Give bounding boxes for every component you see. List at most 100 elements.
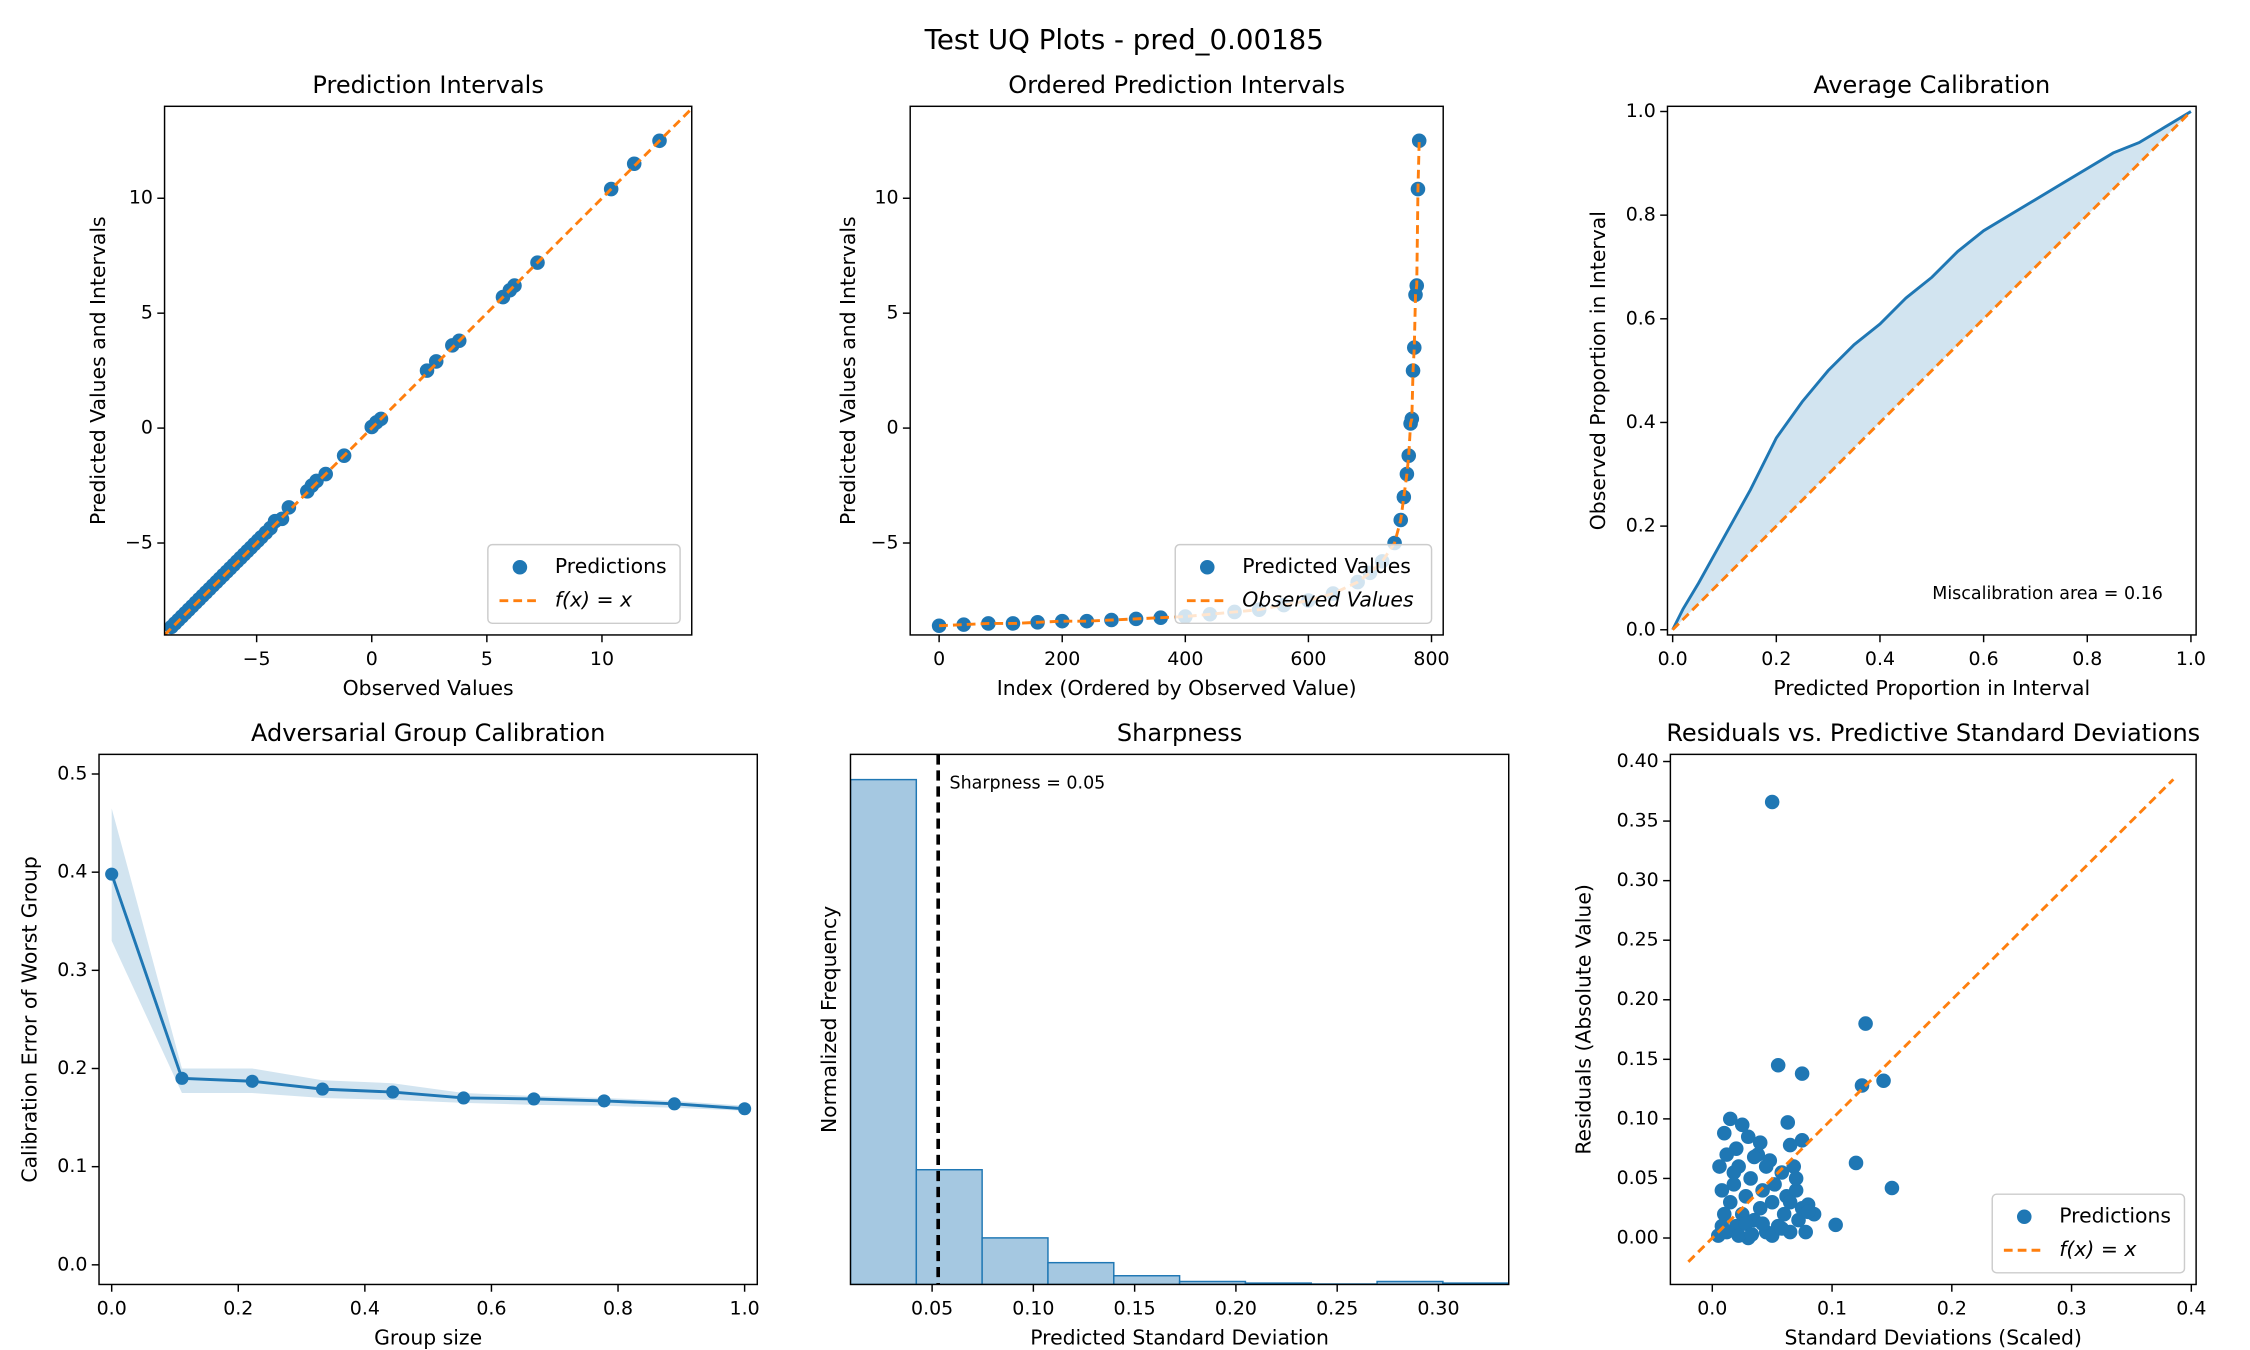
- x-tick-label: 0.6: [1969, 648, 1999, 670]
- legend-box: [487, 543, 681, 625]
- x-tick-label: 10: [590, 648, 614, 670]
- histogram-bar: [915, 1168, 983, 1285]
- y-axis-label: Normalized Frequency: [817, 906, 841, 1133]
- legend-box: [1174, 543, 1433, 625]
- scatter-point: [1791, 1212, 1806, 1228]
- axes-frame: [163, 105, 693, 636]
- legend: Predicted Values Observed Values: [1174, 543, 1433, 625]
- x-tick-label: 0.6: [476, 1298, 506, 1320]
- axes-frame: [909, 105, 1444, 636]
- legend: Predictions f(x) = x: [487, 543, 681, 625]
- x-tick-label: 0: [933, 648, 945, 670]
- scatter-point: [1800, 1204, 1816, 1220]
- x-tick-label: 0.3: [2057, 1298, 2087, 1320]
- axes-frame: [849, 753, 1510, 1286]
- scatter-point: [1788, 1183, 1804, 1198]
- series-marker: [457, 1091, 471, 1105]
- series-marker: [667, 1097, 681, 1111]
- scatter-point: [1740, 1129, 1756, 1145]
- series-marker: [315, 1082, 330, 1096]
- scatter-point: [419, 363, 435, 378]
- x-tick-label: 0.2: [1937, 1298, 1967, 1320]
- scatter-point: [1719, 1147, 1734, 1162]
- scatter-point: [1828, 1217, 1843, 1233]
- histogram-bar: [850, 778, 918, 1285]
- x-tick-label: 1.0: [730, 1298, 760, 1320]
- x-tick-label: 200: [1044, 648, 1080, 670]
- legend-marker: [1200, 559, 1215, 575]
- scatter-point: [956, 617, 972, 632]
- scatter-point: [1752, 1200, 1768, 1216]
- scatter-point: [1854, 1078, 1870, 1093]
- annotation: Miscalibration area = 0.16: [1932, 584, 2163, 604]
- panel: −5 0 5 10 −5 0 5 10 Prediction Intervals Observed…: [86, 71, 693, 700]
- y-tick-label: 0.5: [57, 763, 87, 785]
- histogram-bar: [1047, 1261, 1115, 1285]
- y-tick-label: 10: [874, 187, 898, 209]
- x-tick-label: 0.8: [2072, 648, 2102, 670]
- scatter-point: [1774, 1221, 1790, 1236]
- x-tick-label: 0.0: [1658, 648, 1688, 670]
- scatter-point: [1884, 1180, 1900, 1196]
- y-tick-label: 0.15: [1617, 1048, 1659, 1070]
- y-tick-label: 0: [886, 417, 898, 439]
- scatter-point: [1406, 340, 1422, 355]
- scatter-point: [1396, 489, 1412, 505]
- y-tick-label: 0.20: [1617, 988, 1659, 1010]
- y-tick-label: 0.2: [1626, 515, 1656, 537]
- series-line: [1687, 778, 2175, 1263]
- x-tick-label: 0.4: [350, 1298, 380, 1320]
- scatter-point: [1746, 1149, 1762, 1165]
- y-tick-label: 0.2: [57, 1057, 87, 1079]
- x-tick-label: 5: [481, 648, 493, 670]
- x-tick-label: 0.8: [603, 1298, 633, 1320]
- y-tick-label: 0.25: [1617, 929, 1659, 951]
- x-tick-label: 0.15: [1114, 1298, 1156, 1320]
- scatter-point: [1054, 613, 1070, 629]
- panel-title: Sharpness: [1117, 719, 1242, 747]
- plot-area: [105, 808, 752, 1116]
- scatter-point: [1758, 1159, 1774, 1174]
- x-tick-label: 0: [366, 648, 378, 670]
- legend: Predictions f(x) = x: [1991, 1193, 2186, 1274]
- x-tick-label: 0.4: [1865, 648, 1895, 670]
- legend-label: Predictions: [2059, 1204, 2171, 1228]
- panel-title: Average Calibration: [1813, 71, 2050, 99]
- scatter-point: [1764, 1194, 1780, 1210]
- y-axis-label: Observed Proportion in Interval: [1586, 211, 1610, 530]
- y-tick-label: 0.6: [1626, 307, 1656, 329]
- x-tick-label: 0.1: [1817, 1298, 1847, 1320]
- y-tick-label: 5: [141, 302, 153, 324]
- scatter-point: [1744, 1227, 1760, 1242]
- x-tick-label: 0.2: [1761, 648, 1791, 670]
- scatter-point: [1776, 1206, 1792, 1222]
- x-tick-label: 0.4: [2176, 1298, 2206, 1320]
- y-tick-label: 0.10: [1617, 1107, 1659, 1129]
- scatter-point: [1782, 1194, 1798, 1210]
- scatter-point: [1722, 1111, 1738, 1127]
- y-tick-label: 0.4: [1626, 411, 1656, 433]
- x-tick-label: 0.20: [1215, 1298, 1257, 1320]
- y-tick-label: 5: [886, 302, 898, 324]
- x-axis-label: Index (Ordered by Observed Value): [997, 676, 1357, 700]
- y-tick-label: 0: [141, 417, 153, 439]
- y-axis-label: Predicted Values and Intervals: [86, 216, 110, 525]
- axes-frame: [1669, 753, 2197, 1286]
- y-tick-label: 0.1: [57, 1155, 87, 1177]
- panel: 0.0 0.1 0.2 0.3 0.4 0.00 0.05 0.10 0.15 0.20 0.25 0…: [1571, 719, 2206, 1349]
- scatter-point: [1731, 1228, 1746, 1243]
- y-axis-label: Residuals (Absolute Value): [1571, 884, 1595, 1155]
- x-tick-label: 400: [1167, 648, 1203, 670]
- y-tick-label: 0.40: [1617, 750, 1659, 772]
- series-marker: [245, 1074, 259, 1088]
- legend-label: f(x) = x: [2059, 1237, 2137, 1261]
- series-line: [1671, 110, 2192, 631]
- panel: 0.05 0.10 0.15 0.20 0.25 0.30 Sharpness Predict…: [817, 719, 1510, 1349]
- panel: 0.0 0.2 0.4 0.6 0.8 1.0 0.0 0.1 0.2 0.3 0.4 0.5 Adve…: [18, 719, 760, 1349]
- x-tick-label: 0.25: [1316, 1298, 1358, 1320]
- x-axis-label: Predicted Standard Deviation: [1030, 1325, 1329, 1349]
- scatter-point: [1848, 1155, 1864, 1171]
- panel-title: Residuals vs. Predictive Standard Deviat…: [1666, 719, 2200, 747]
